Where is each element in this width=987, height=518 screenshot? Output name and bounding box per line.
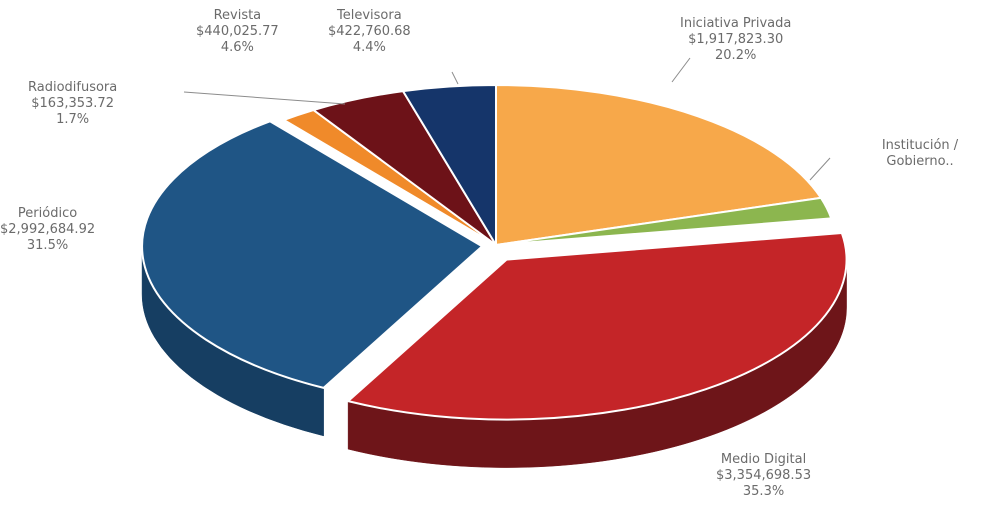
- label-medio-digital-value: $3,354,698.53: [716, 468, 812, 483]
- label-radiodifusora-name: Radiodifusora: [28, 80, 118, 95]
- leader-line-radiodifusora: [183, 91, 346, 105]
- label-radiodifusora-value: $163,353.72: [31, 96, 114, 111]
- pie-top-layer: [141, 83, 848, 421]
- label-televisora: Televisora $422,760.68 4.4%: [328, 8, 411, 56]
- leader-line-televisora: [451, 71, 459, 85]
- slice-medio-digital: [346, 231, 848, 421]
- label-periodico: Periódico $2,992,684.92 31.5%: [0, 206, 95, 254]
- label-iniciativa-value: $1,917,823.30: [688, 32, 784, 47]
- label-televisora-value: $422,760.68: [328, 24, 411, 39]
- label-revista: Revista $440,025.77 4.6%: [196, 8, 279, 56]
- slice-instituci-n-gobierno-: [495, 196, 833, 246]
- label-iniciativa-privada: Iniciativa Privada $1,917,823.30 20.2%: [680, 16, 791, 64]
- label-iniciativa-percent: 20.2%: [715, 48, 757, 63]
- slice-iniciativa-privada: [495, 83, 823, 247]
- label-iniciativa-name: Iniciativa Privada: [680, 16, 792, 31]
- label-periodico-name: Periódico: [17, 206, 78, 221]
- label-institucion: Institución / Gobierno..: [858, 138, 982, 170]
- leader-line-instituci-n-gobierno-: [809, 157, 831, 181]
- label-periodico-percent: 31.5%: [26, 238, 69, 253]
- label-revista-value: $440,025.77: [196, 24, 279, 39]
- label-revista-name: Revista: [213, 8, 262, 23]
- label-medio-digital-percent: 35.3%: [742, 484, 785, 499]
- label-televisora-name: Televisora: [337, 8, 402, 23]
- leader-line-iniciativa-privada: [671, 57, 691, 83]
- label-radiodifusora: Radiodifusora $163,353.72 1.7%: [28, 80, 117, 128]
- slice-peri-dico: [141, 120, 484, 389]
- label-institucion-name: Institución / Gobierno..: [881, 138, 959, 169]
- label-revista-percent: 4.6%: [220, 40, 254, 55]
- label-radiodifusora-percent: 1.7%: [56, 112, 90, 127]
- label-televisora-percent: 4.4%: [352, 40, 386, 55]
- slice-televisora: [401, 83, 497, 249]
- label-medio-digital: Medio Digital $3,354,698.53 35.3%: [716, 452, 811, 500]
- label-medio-digital-name: Medio Digital: [720, 452, 807, 467]
- label-periodico-value: $2,992,684.92: [0, 222, 96, 237]
